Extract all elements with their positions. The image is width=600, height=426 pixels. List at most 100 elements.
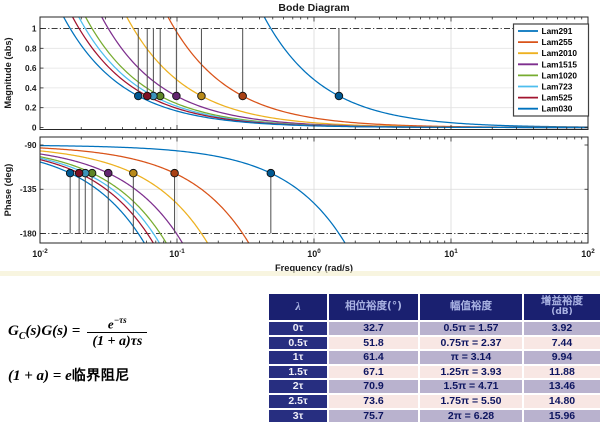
critical-damping-condition: (1 + a) = e临界阻尼 xyxy=(8,368,130,385)
phase-tick-label: -180 xyxy=(20,228,37,238)
reference-lines xyxy=(40,28,588,234)
gain-margin-cell: 13.46 xyxy=(524,380,600,393)
table-row-3τ: 3τ 75.7 2π = 6.28 15.96 xyxy=(269,409,600,423)
gain-margin-cell: 9.94 xyxy=(524,351,600,364)
phase-margin-cell: 32.7 xyxy=(329,322,418,335)
phase-margin-cell: 51.8 xyxy=(329,336,418,350)
magnitude-tick-label: 0.2 xyxy=(25,103,37,113)
axis-labels: Bode Diagram Magnitude (abs) Phase (deg) Fr… xyxy=(3,2,595,273)
magnitude-axis-label: Magnitude (abs) xyxy=(3,37,13,108)
magnitude-tick-label: 0.4 xyxy=(25,83,37,93)
amp-margin-cell: 2π = 6.28 xyxy=(420,409,522,423)
magnitude-tick-label: 0.8 xyxy=(25,43,37,53)
divider-strip xyxy=(0,271,600,276)
bode-diagram-figure: Bode Diagram Magnitude (abs) Phase (deg) Fr… xyxy=(3,2,595,273)
amp-margin-cell: 1.5π = 4.71 xyxy=(420,380,522,393)
legend-item-lam1020: Lam1020 xyxy=(518,70,577,80)
grid-lines xyxy=(40,17,588,243)
legend-label: Lam030 xyxy=(542,104,573,114)
table-body: 0τ 32.7 0.5π = 1.57 3.92 0.5τ 51.8 0.75π = 2.3… xyxy=(269,322,600,423)
gain-margin-cell: 14.80 xyxy=(524,394,600,408)
fraction-numerator: e−τs xyxy=(107,315,127,332)
curve-mag-lam1020 xyxy=(84,17,588,129)
phase-margin-marker-lam1515 xyxy=(104,168,113,178)
frequency-tick-label: 101 xyxy=(444,248,458,259)
legend-label: Lam1515 xyxy=(542,59,578,69)
phase-margin-marker-lam030 xyxy=(65,168,75,178)
table-row-1.5τ: 1.5τ 67.1 1.25π = 3.93 11.88 xyxy=(269,365,600,379)
formula-fraction: e−τs (1 + a)τs xyxy=(87,315,148,350)
gain-margin-cell: 15.96 xyxy=(524,409,600,423)
magnitude-curves xyxy=(62,17,588,129)
gain-margin-marker-lam2010 xyxy=(197,91,206,101)
curve-phase-lam723 xyxy=(40,157,161,243)
legend-label: Lam255 xyxy=(542,37,573,47)
row-label: 3τ xyxy=(269,409,327,423)
legend: Lam291Lam255Lam2010Lam1515Lam1020Lam723L… xyxy=(512,23,590,117)
gain-margin-marker-lam030 xyxy=(134,91,143,101)
table-row-0.5τ: 0.5τ 51.8 0.75π = 2.37 7.44 xyxy=(269,336,600,350)
row-label: 2τ xyxy=(269,380,327,393)
curve-phase-lam291 xyxy=(40,144,346,243)
col-header-3: 增益裕度 (dB) xyxy=(524,294,600,320)
magnitude-tick-label: 0 xyxy=(32,123,37,133)
table-header: λ 相位裕度(°) 幅值裕度 增益裕度 (dB) xyxy=(269,294,600,320)
formula-block: GC(s)G(s) = e−τs (1 + a)τs (1 + a) = e临界… xyxy=(8,315,148,385)
table-row-1τ: 1τ 61.4 π = 3.14 9.94 xyxy=(269,351,600,364)
phase-margin-cell: 61.4 xyxy=(329,351,418,364)
curve-phase-lam525 xyxy=(40,158,155,243)
gain-margin-cell: 7.44 xyxy=(524,336,600,350)
phase-tick-label: -90 xyxy=(25,140,37,150)
stability-margins-table: λ 相位裕度(°) 幅值裕度 增益裕度 (dB) 0τ 32.7 0.5π = 1.57 3.… xyxy=(267,292,600,424)
row-label: 1τ xyxy=(269,351,327,364)
gain-margin-cell: 11.88 xyxy=(524,365,600,379)
phase-margin-marker-lam2010 xyxy=(129,168,138,178)
curve-mag-lam291 xyxy=(263,17,588,128)
legend-item-lam2010: Lam2010 xyxy=(518,48,577,58)
legend-label: Lam2010 xyxy=(542,48,578,58)
legend-item-lam291: Lam291 xyxy=(518,26,573,36)
gain-margin-cell: 3.92 xyxy=(524,322,600,335)
amp-margin-cell: 1.75π = 5.50 xyxy=(420,394,522,408)
row-label: 2.5τ xyxy=(269,394,327,408)
table-row-2τ: 2τ 70.9 1.5π = 4.71 13.46 xyxy=(269,380,600,393)
curve-phase-lam255 xyxy=(40,147,250,243)
amp-margin-cell: 0.5π = 1.57 xyxy=(420,322,522,335)
col-header-0: λ xyxy=(269,294,327,320)
fraction-denominator: (1 + a)τs xyxy=(87,332,148,350)
formula-lhs: GC(s)G(s) = xyxy=(8,323,81,342)
phase-margin-cell: 67.1 xyxy=(329,365,418,379)
frequency-axis-label: Frequency (rad/s) xyxy=(275,263,353,273)
chart-title: Bode Diagram xyxy=(278,2,349,14)
curve-phase-lam1515 xyxy=(40,153,184,243)
gain-margin-marker-lam525 xyxy=(142,91,152,101)
frequency-tick-label: 10-1 xyxy=(169,248,185,259)
open-loop-transfer-function: GC(s)G(s) = e−τs (1 + a)τs xyxy=(8,315,148,350)
legend-item-lam1515: Lam1515 xyxy=(518,59,577,69)
legend-label: Lam1020 xyxy=(542,70,578,80)
frequency-tick-label: 102 xyxy=(581,248,595,259)
curve-phase-lam2010 xyxy=(40,150,209,243)
phase-margin-marker-lam291 xyxy=(266,168,276,178)
phase-margin-cell: 70.9 xyxy=(329,380,418,393)
legend-label: Lam525 xyxy=(542,93,573,103)
legend-label: Lam291 xyxy=(542,26,573,36)
axis-ticks xyxy=(39,17,589,243)
frequency-tick-label: 100 xyxy=(307,248,321,259)
col-header-1: 相位裕度(°) xyxy=(329,294,418,320)
phase-margin-cell: 73.6 xyxy=(329,394,418,408)
legend-item-lam723: Lam723 xyxy=(518,82,573,92)
gain-margin-marker-lam1515 xyxy=(172,91,181,101)
phase-axis-label: Phase (deg) xyxy=(3,164,13,217)
col-header-2: 幅值裕度 xyxy=(420,294,522,320)
phase-tick-label: -135 xyxy=(20,184,37,194)
amp-margin-cell: π = 3.14 xyxy=(420,351,522,364)
phase-margin-cell: 75.7 xyxy=(329,409,418,423)
frequency-tick-label: 10-2 xyxy=(32,248,48,259)
gain-margin-marker-lam291 xyxy=(334,91,344,101)
curve-mag-lam525 xyxy=(71,17,588,129)
amp-margin-cell: 1.25π = 3.93 xyxy=(420,365,522,379)
curve-mag-lam030 xyxy=(62,17,588,129)
phase-curves xyxy=(40,144,346,243)
curve-phase-lam030 xyxy=(40,161,146,243)
